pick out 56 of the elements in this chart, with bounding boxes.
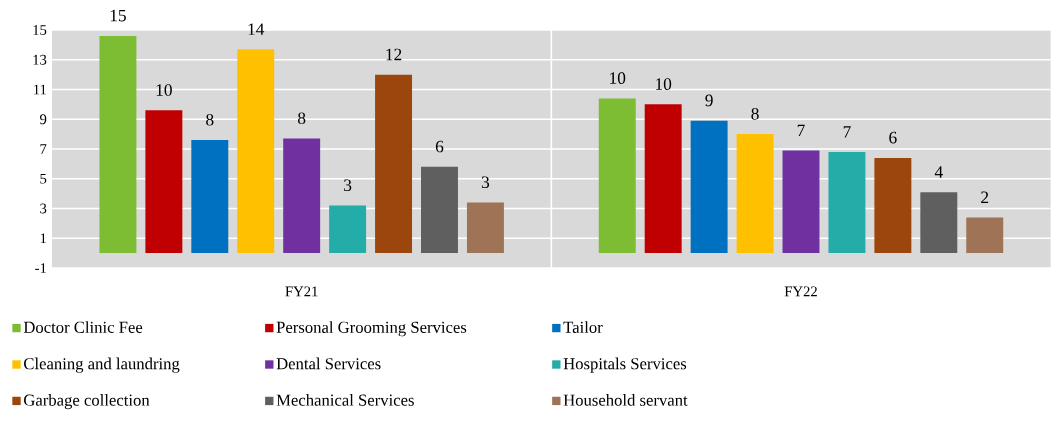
data-label: 8 [206,113,214,126]
y-tick-label: -1 [35,263,46,273]
legend-label: Cleaning and laundring [24,357,180,373]
data-label: 8 [751,107,759,120]
data-label: 7 [843,126,851,138]
data-label: 8 [298,112,306,125]
data-label: 3 [481,176,490,189]
bar [874,157,912,254]
bar [828,151,866,254]
bar [736,134,774,254]
data-label: 9 [705,94,713,107]
legend-label: Mechanical Services [276,394,414,406]
bar [598,98,636,254]
x-tick-label: FY21 [285,286,318,297]
bar [329,205,367,254]
legend-label: Hospitals Services [563,357,687,373]
data-label: 4 [934,166,943,178]
data-label: 6 [889,131,897,144]
bar [690,120,728,254]
bar [782,150,820,254]
bar [99,35,137,254]
data-label: 14 [248,23,265,35]
bar [191,140,229,254]
bar [466,202,504,254]
data-label: 15 [110,9,126,22]
data-label: 10 [656,78,672,90]
data-label: 2 [981,191,989,203]
data-label: 6 [435,140,444,153]
y-tick-label: 9 [40,114,47,125]
legend-label: Doctor Clinic Fee [23,321,143,333]
data-label: 7 [797,124,805,136]
data-label: 12 [386,48,402,61]
legend-label: Tailor [563,321,603,333]
y-tick-label: 1 [40,233,46,244]
bar [283,138,321,254]
legend-label: Personal Grooming Services [276,321,467,337]
y-tick-label: 15 [33,25,47,35]
bar [421,166,458,254]
y-tick-label: 13 [33,54,47,65]
y-tick-label: 11 [34,84,46,95]
bar [920,192,958,254]
bar [375,74,413,254]
y-tick-label: 5 [40,173,47,184]
legend-label: Garbage collection [24,394,150,410]
data-label: 10 [156,84,172,96]
data-label: 10 [610,72,626,84]
bar [237,49,275,254]
x-tick-label: FY22 [784,286,817,297]
y-tick-label: 3 [40,203,47,214]
bar [966,217,1004,254]
y-tick-label: 7 [40,144,47,154]
legend-label: Household servant [563,394,688,406]
bar [644,104,682,254]
bar [145,110,183,254]
data-label: 3 [344,179,352,192]
legend-label: Dental Services [276,357,381,370]
